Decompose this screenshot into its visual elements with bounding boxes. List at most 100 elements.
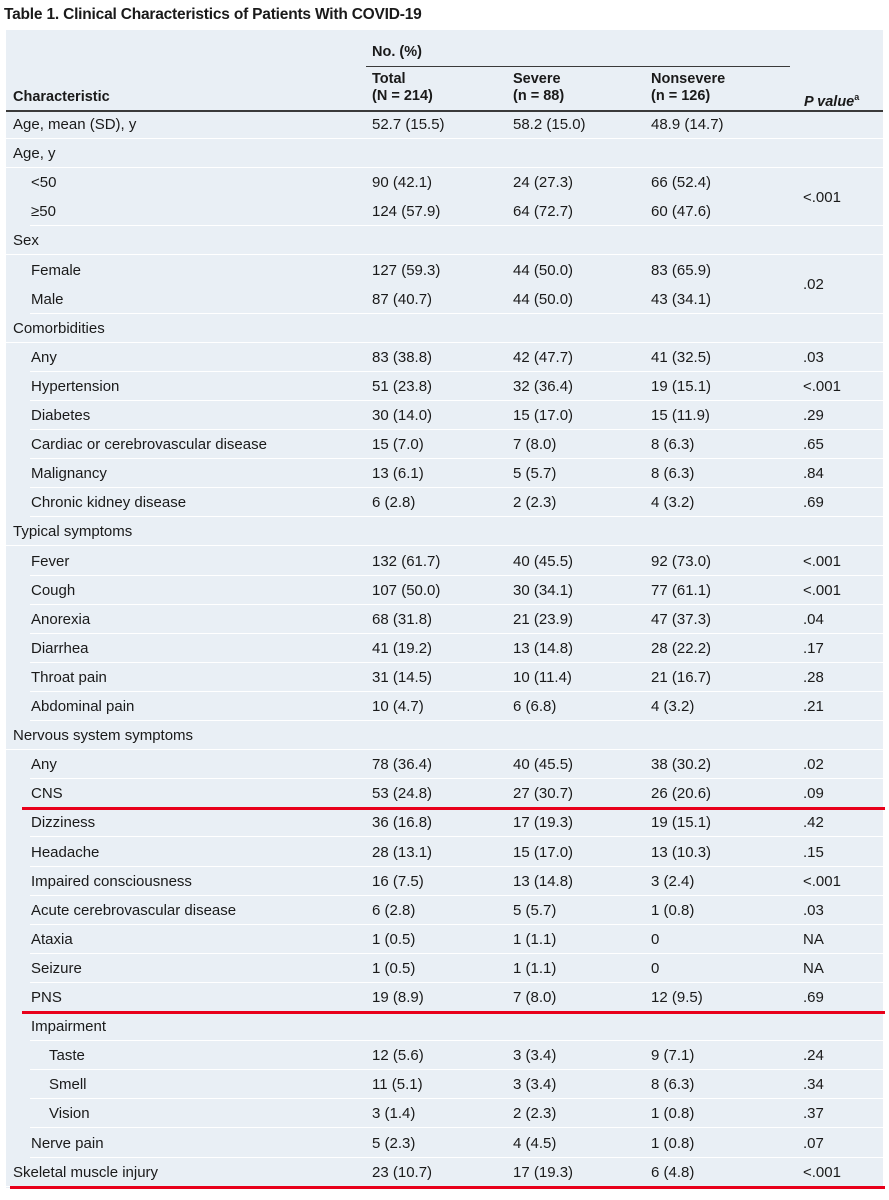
cell-nonsevere: 3 (2.4) <box>651 872 695 890</box>
cell-total: 36 (16.8) <box>372 814 433 832</box>
row-divider <box>6 254 883 256</box>
cell-total: 68 (31.8) <box>372 610 433 628</box>
table-row: Any 78 (36.4) 40 (45.5) 38 (30.2) .02 <box>6 750 883 780</box>
cell-total: 3 (1.4) <box>372 1105 416 1123</box>
row-label: Nerve pain <box>31 1134 104 1152</box>
row-divider <box>30 312 883 314</box>
cell-severe: 1 (1.1) <box>513 930 557 948</box>
cell-total: 5 (2.3) <box>372 1134 416 1152</box>
header-severe-label: Severe <box>513 71 561 87</box>
table-row: Typical symptoms <box>6 517 883 547</box>
table-row: Age, y <box>6 139 883 169</box>
table-row: PNS 19 (8.9) 7 (8.0) 12 (9.5) .69 <box>6 983 883 1012</box>
row-label: Age, mean (SD), y <box>13 116 137 133</box>
row-label: Any <box>31 348 57 366</box>
cell-severe: 64 (72.7) <box>513 203 574 221</box>
cell-pvalue: .37 <box>803 1105 824 1123</box>
row-label: Headache <box>31 843 100 861</box>
cell-severe: 30 (34.1) <box>513 581 574 599</box>
table-row: Nerve pain 5 (2.3) 4 (4.5) 1 (0.8) .07 <box>6 1129 883 1158</box>
cell-severe: 15 (17.0) <box>513 843 574 861</box>
table-row: Vision 3 (1.4) 2 (2.3) 1 (0.8) .37 <box>6 1099 883 1129</box>
row-divider <box>30 778 883 780</box>
cell-total: 19 (8.9) <box>372 989 424 1006</box>
header-severe-n: (n = 88) <box>513 88 565 104</box>
cell-pvalue: .29 <box>803 407 824 424</box>
table-row: CNS 53 (24.8) 27 (30.7) 26 (20.6) .09 <box>6 779 883 809</box>
row-divider <box>6 341 883 343</box>
row-label: ≥50 <box>31 203 56 221</box>
row-divider <box>30 923 883 925</box>
row-label: Smell <box>49 1076 87 1094</box>
cell-severe: 2 (2.3) <box>513 494 557 512</box>
cell-nonsevere: 1 (0.8) <box>651 1105 695 1123</box>
table-row: Ataxia 1 (0.5) 1 (1.1) 0 NA <box>6 925 883 954</box>
row-label: PNS <box>31 989 62 1006</box>
cell-pvalue: .65 <box>803 436 824 454</box>
row-divider <box>6 167 883 169</box>
cell-total: 41 (19.2) <box>372 639 433 657</box>
table-row: Anorexia 68 (31.8) 21 (23.9) 47 (37.3) .04 <box>6 605 883 634</box>
cell-nonsevere: 43 (34.1) <box>651 290 712 308</box>
row-divider <box>30 865 883 867</box>
row-divider <box>30 1098 883 1100</box>
row-label: Diabetes <box>31 407 91 424</box>
cell-severe: 1 (1.1) <box>513 959 557 977</box>
cell-severe: 24 (27.3) <box>513 174 574 192</box>
cell-pvalue: .42 <box>803 814 824 832</box>
cell-severe: 32 (36.4) <box>513 377 574 395</box>
cell-severe: 5 (5.7) <box>513 901 557 919</box>
row-label: Chronic kidney disease <box>31 494 187 512</box>
cell-total: 15 (7.0) <box>372 436 424 454</box>
row-label: Diarrhea <box>31 639 89 657</box>
cell-severe: 7 (8.0) <box>513 989 557 1006</box>
cell-pvalue: .07 <box>803 1134 824 1152</box>
cell-total: 87 (40.7) <box>372 290 433 308</box>
cell-total: 78 (36.4) <box>372 756 433 774</box>
cell-total: 1 (0.5) <box>372 930 416 948</box>
cell-total: 11 (5.1) <box>372 1076 423 1094</box>
cell-total: 12 (5.6) <box>372 1047 424 1065</box>
cell-total: 83 (38.8) <box>372 348 433 366</box>
cell-total: 53 (24.8) <box>372 785 433 803</box>
table-row: Comorbidities <box>6 314 883 343</box>
row-divider <box>30 1156 883 1158</box>
row-divider <box>30 458 883 460</box>
cell-severe: 10 (11.4) <box>513 668 572 686</box>
row-divider <box>30 632 883 634</box>
row-divider <box>30 720 883 721</box>
cell-severe: 2 (2.3) <box>513 1105 557 1123</box>
row-divider <box>30 516 883 518</box>
row-divider <box>30 399 883 401</box>
row-label: Vision <box>49 1105 90 1123</box>
row-divider <box>30 1040 883 1042</box>
cell-nonsevere: 8 (6.3) <box>651 436 695 454</box>
cell-severe: 58.2 (15.0) <box>513 116 586 133</box>
cell-severe: 17 (19.3) <box>513 814 574 832</box>
cell-severe: 7 (8.0) <box>513 436 557 454</box>
table-row: Diarrhea 41 (19.2) 13 (14.8) 28 (22.2) .17 <box>6 634 883 663</box>
cell-nonsevere: 19 (15.1) <box>651 814 712 832</box>
cell-total: 124 (57.9) <box>372 203 441 221</box>
row-divider <box>30 1127 883 1129</box>
cell-nonsevere: 1 (0.8) <box>651 1134 695 1152</box>
table-row: Fever 132 (61.7) 40 (45.5) 92 (73.0) <.001 <box>6 547 883 576</box>
header-pvalue: P valuea <box>804 89 859 111</box>
table-row: ≥50 124 (57.9) 64 (72.7) 60 (47.6) <box>6 197 883 227</box>
header-characteristic: Characteristic <box>13 89 110 105</box>
row-label: Skeletal muscle injury <box>13 1163 159 1181</box>
row-divider <box>30 225 883 227</box>
cell-pvalue: .15 <box>803 843 824 861</box>
cell-severe: 6 (6.8) <box>513 698 557 715</box>
cell-pvalue: .04 <box>803 610 824 628</box>
table-row: Skeletal muscle injury 23 (10.7) 17 (19.3)… <box>6 1158 883 1187</box>
cell-severe: 3 (3.4) <box>513 1047 557 1065</box>
row-label: <50 <box>31 174 57 192</box>
cell-nonsevere: 8 (6.3) <box>651 465 695 483</box>
row-label: Any <box>31 756 57 774</box>
cell-nonsevere: 83 (65.9) <box>651 261 712 279</box>
header-divider <box>6 110 883 112</box>
table-row: Taste 12 (5.6) 3 (3.4) 9 (7.1) .24 <box>6 1041 883 1071</box>
cell-nonsevere: 47 (37.3) <box>651 610 712 628</box>
table-row: Throat pain 31 (14.5) 10 (11.4) 21 (16.7) .2… <box>6 663 883 692</box>
